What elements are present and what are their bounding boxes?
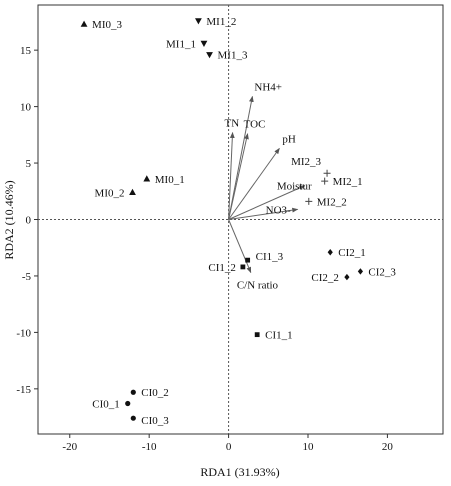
- point-marker: [321, 177, 329, 185]
- vector-label: TN: [225, 118, 240, 130]
- x-tick-label: -20: [62, 441, 77, 453]
- y-axis-label: RDA2 (10.46%): [2, 180, 16, 259]
- point-marker: [130, 389, 136, 395]
- point-marker: [357, 268, 364, 275]
- y-tick-label: -10: [16, 327, 31, 339]
- vector-arrow: [228, 207, 299, 220]
- point-marker: [200, 40, 208, 47]
- vector-label: TOC: [244, 119, 266, 131]
- point-label: MI2_2: [317, 196, 347, 208]
- point-marker: [80, 20, 88, 27]
- axis-ticks: -20 -10 0 10 20 15 10 5 0 -5 -10 -15: [16, 45, 393, 453]
- point-label: CI1_2: [208, 262, 236, 274]
- vector-arrow: [228, 219, 252, 274]
- point-label: MI0_2: [95, 187, 125, 199]
- y-tick-label: 5: [26, 158, 32, 170]
- point-marker: [245, 257, 251, 263]
- point-label: MI1_1: [166, 38, 196, 50]
- point-label: MI2_1: [333, 176, 363, 188]
- point-marker: [195, 18, 202, 25]
- x-tick-label: -10: [142, 441, 157, 453]
- x-tick-label: 20: [382, 441, 394, 453]
- point-marker: [323, 169, 331, 177]
- y-tick-label: 10: [20, 102, 32, 114]
- point-label: CI1_3: [256, 251, 284, 263]
- point-marker: [305, 197, 313, 205]
- y-tick-label: 15: [20, 45, 32, 57]
- x-axis-label: RDA1 (31.93%): [200, 465, 279, 479]
- point-label: MI0_1: [155, 174, 185, 186]
- vector-label: NH4+: [254, 81, 282, 93]
- point-label: CI2_3: [368, 266, 396, 278]
- vector-label: C/N ratio: [237, 280, 279, 292]
- x-tick-label: 0: [226, 441, 232, 453]
- point-marker: [130, 415, 136, 421]
- point-marker: [129, 188, 136, 196]
- point-marker: [240, 264, 246, 270]
- point-label: CI0_2: [141, 387, 169, 399]
- vector-label: Moistur: [277, 181, 312, 193]
- point-marker: [206, 52, 213, 59]
- point-label: MI2_3: [291, 156, 321, 168]
- y-tick-label: -5: [22, 271, 32, 283]
- zero-lines: [38, 5, 443, 434]
- y-tick-label: 0: [26, 215, 32, 227]
- point-marker: [327, 249, 333, 256]
- x-tick-label: 10: [303, 441, 315, 453]
- y-tick-label: -15: [16, 384, 31, 396]
- point-label: CI2_2: [311, 272, 339, 284]
- vector-arrow: [228, 133, 249, 220]
- vector-label: pH: [282, 133, 296, 145]
- point-label: CI0_3: [141, 415, 169, 427]
- vector-arrow: [228, 147, 280, 220]
- point-marker: [344, 273, 350, 281]
- point-marker: [254, 332, 260, 338]
- vector-arrow: [228, 131, 235, 220]
- vector-label: NO3-: [266, 204, 291, 216]
- point-label: CI2_1: [338, 247, 366, 259]
- environment-vectors: NH4+ TN TOC pH Moistur NO3- C/N ratio: [225, 81, 312, 291]
- vector-arrow: [228, 185, 306, 220]
- point-label: CI0_1: [92, 399, 120, 411]
- point-marker: [143, 175, 151, 182]
- point-marker: [125, 400, 131, 407]
- point-label: CI1_1: [265, 330, 293, 342]
- point-label: MI0_3: [92, 19, 122, 31]
- sample-points: MI0_3 MI0_1 MI0_2 MI1_2 MI1_1 MI1_3 MI2_3 MI2_1…: [80, 16, 396, 427]
- point-label: MI1_2: [206, 16, 236, 28]
- vector-arrow: [228, 95, 254, 220]
- point-label: MI1_3: [218, 50, 248, 62]
